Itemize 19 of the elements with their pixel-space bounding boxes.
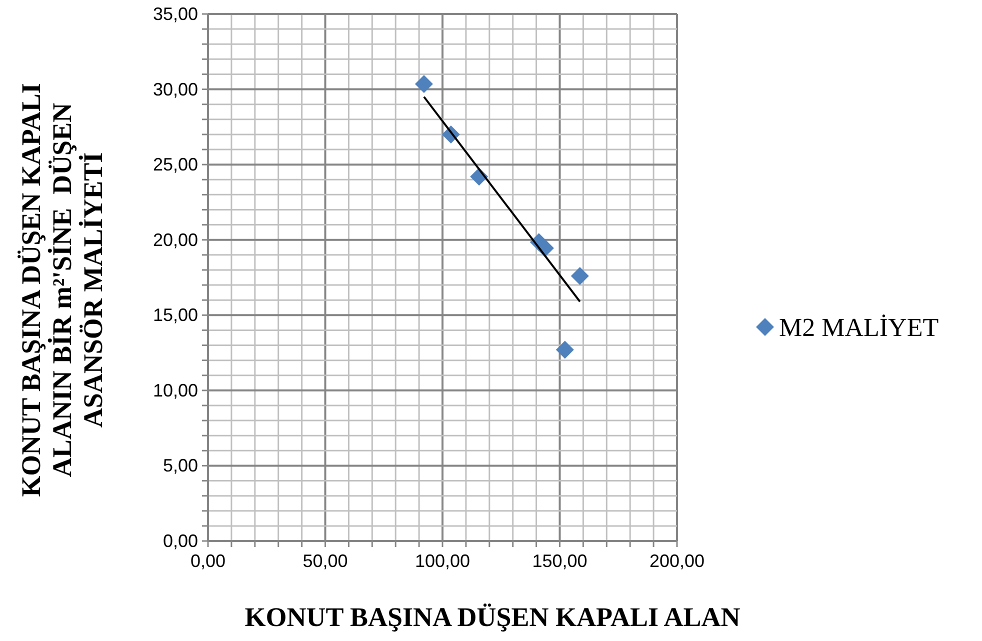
x-tick-label: 0,00 (190, 551, 226, 571)
y-tick-label: 15,00 (152, 305, 198, 326)
y-tick-label: 35,00 (152, 4, 198, 24)
y-tick-label: 5,00 (162, 456, 198, 476)
x-axis-title: KONUT BAŞINA DÜŞEN KAPALI ALAN (244, 602, 741, 632)
x-tick-label: 200,00 (649, 551, 705, 571)
y-tick-label: 10,00 (152, 380, 198, 400)
point (414, 75, 433, 94)
y-axis-title: KONUT BAŞINA DÜŞEN KAPALI ALANIN BİR m²'SİNE DÜŞEN ASANSÖR MALİYETİ (16, 83, 108, 497)
legend-label: M2 MALİYET (779, 313, 939, 342)
y-tick-label: 20,00 (152, 230, 198, 250)
point (570, 266, 589, 285)
y-tick-label: 30,00 (152, 79, 198, 100)
y-tick-label: 25,00 (152, 154, 198, 175)
x-tick-label: 50,00 (302, 551, 348, 571)
x-tick-label: 150,00 (532, 551, 588, 571)
x-tick-label: 100,00 (414, 551, 470, 571)
point (556, 340, 574, 359)
y-tick-label: 0,00 (162, 531, 198, 551)
